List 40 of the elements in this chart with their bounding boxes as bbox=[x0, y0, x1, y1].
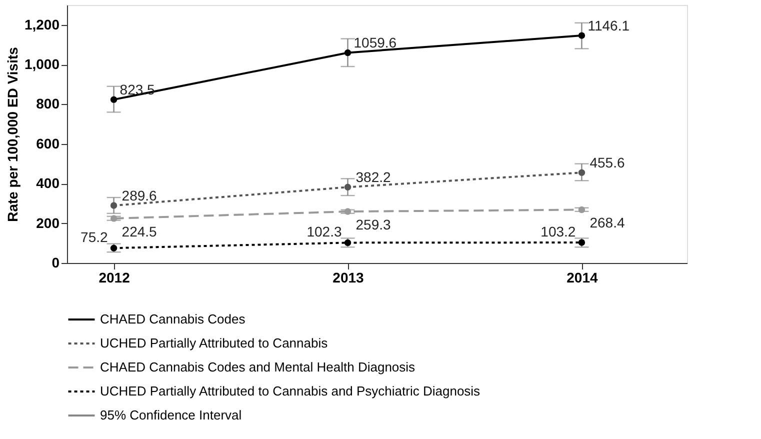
point bbox=[110, 244, 118, 252]
data-label: 103.2 bbox=[540, 224, 576, 240]
x-tick-label: 2012 bbox=[98, 270, 130, 286]
data-label: 289.6 bbox=[122, 188, 158, 204]
data-label: 75.2 bbox=[80, 229, 108, 246]
point bbox=[344, 184, 352, 190]
point bbox=[110, 96, 118, 103]
point bbox=[344, 239, 352, 246]
y-axis-title: Rate per 100,000 ED Visits bbox=[4, 46, 20, 222]
y-tick-label: 800 bbox=[36, 96, 60, 112]
y-tick-label: 0 bbox=[52, 254, 60, 270]
legend-label: CHAED Cannabis Codes and Mental Health Diagnosis bbox=[100, 360, 416, 374]
legend-label: CHAED Cannabis Codes bbox=[100, 312, 246, 326]
point bbox=[344, 208, 352, 215]
point bbox=[578, 169, 586, 176]
data-label: 382.2 bbox=[356, 169, 392, 186]
y-tick-label: 1,200 bbox=[24, 16, 60, 32]
x-tick-label: 2014 bbox=[566, 270, 598, 286]
y-tick-label: 600 bbox=[36, 135, 60, 152]
data-label: 1146.1 bbox=[588, 18, 630, 34]
y-tick-label: 1,000 bbox=[24, 56, 60, 72]
y-tick-label: 400 bbox=[36, 175, 60, 192]
data-label: 259.3 bbox=[356, 216, 392, 233]
data-label: 1059.6 bbox=[354, 34, 397, 51]
point bbox=[578, 32, 586, 39]
data-label: 102.3 bbox=[306, 224, 342, 240]
point bbox=[578, 239, 586, 246]
legend-label: UCHED Partially Attributed to Cannabis bbox=[100, 336, 328, 350]
point bbox=[110, 215, 118, 222]
text: 95% Confidence Interval bbox=[100, 408, 242, 422]
legend-label: UCHED Partially Attributed to Cannabis and Psychiatric Diagnosis bbox=[100, 384, 481, 398]
data-label: 455.6 bbox=[590, 154, 625, 171]
point bbox=[110, 202, 118, 209]
data-label: 823.5 bbox=[120, 82, 156, 98]
point bbox=[578, 206, 586, 214]
point bbox=[344, 49, 352, 56]
data-label: 268.4 bbox=[590, 214, 625, 231]
data-label: 224.5 bbox=[122, 223, 158, 240]
y-tick-label: 200 bbox=[36, 214, 60, 231]
x-tick-label: 2013 bbox=[332, 270, 364, 286]
